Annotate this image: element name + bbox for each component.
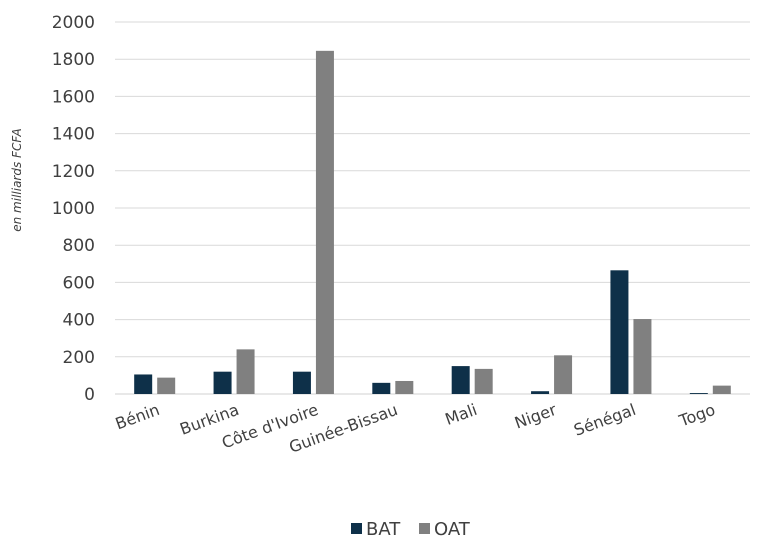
y-axis-tick-labels: 0 200 400 600 800 1000 1200 1400 1600 1800 2000 bbox=[52, 13, 95, 405]
x-category-label: Togo bbox=[676, 400, 718, 431]
y-tick-label: 600 bbox=[63, 273, 95, 293]
y-tick-label: 1800 bbox=[52, 50, 95, 70]
legend-swatch-bat bbox=[351, 523, 362, 534]
y-tick-label: 1200 bbox=[52, 162, 95, 182]
bar-oat-4 bbox=[474, 368, 493, 394]
y-tick-label: 2000 bbox=[52, 13, 95, 33]
x-category-label: Mali bbox=[443, 400, 480, 429]
bar-oat-0 bbox=[157, 377, 176, 394]
y-tick-label: 200 bbox=[63, 348, 95, 368]
bar-bat-2 bbox=[292, 371, 311, 394]
gridlines bbox=[115, 21, 750, 358]
y-tick-label: 1600 bbox=[52, 87, 95, 107]
bar-bat-0 bbox=[134, 374, 153, 394]
bar-bat-3 bbox=[372, 382, 391, 394]
x-category-label: Niger bbox=[512, 400, 559, 433]
bar-oat-5 bbox=[554, 355, 573, 394]
y-tick-label: 1000 bbox=[52, 199, 95, 219]
bar-oat-1 bbox=[236, 349, 255, 394]
legend-swatch-oat bbox=[419, 523, 430, 534]
y-tick-label: 1400 bbox=[52, 125, 95, 145]
y-tick-label: 800 bbox=[63, 236, 95, 256]
legend-label-bat: BAT bbox=[366, 519, 401, 540]
bar-bat-4 bbox=[451, 366, 470, 394]
bar-oat-3 bbox=[395, 380, 414, 394]
bars bbox=[134, 50, 731, 395]
x-category-label: Bénin bbox=[113, 400, 162, 433]
bar-bat-7 bbox=[689, 393, 708, 394]
bar-bat-1 bbox=[213, 371, 232, 394]
bar-oat-2 bbox=[315, 50, 334, 395]
bar-oat-7 bbox=[712, 385, 731, 394]
y-tick-label: 400 bbox=[63, 311, 95, 331]
bar-bat-6 bbox=[610, 270, 629, 394]
y-tick-label: 0 bbox=[84, 385, 95, 405]
y-axis-title: en milliards FCFA bbox=[10, 128, 24, 232]
x-category-label: Sénégal bbox=[571, 400, 638, 440]
bar-bat-5 bbox=[531, 391, 550, 394]
legend-label-oat: OAT bbox=[434, 519, 471, 540]
legend: BAT OAT bbox=[351, 519, 471, 540]
bar-oat-6 bbox=[633, 319, 652, 394]
